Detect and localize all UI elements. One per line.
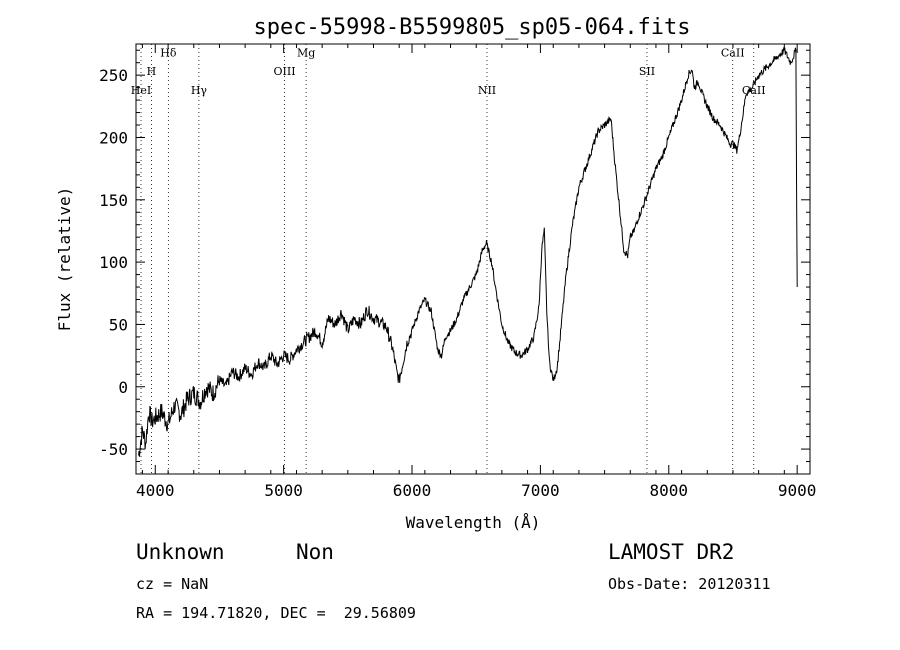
- spectrum-line: [138, 47, 798, 457]
- x-tick-label: 8000: [650, 481, 689, 500]
- y-axis: -50 0 50 100 150 200 250: [99, 49, 810, 463]
- y-axis-label: Flux (relative): [55, 187, 74, 332]
- chart-title: spec-55998-B5599805_sp05-064.fits: [253, 15, 690, 40]
- line-marker-label: Mg: [297, 46, 315, 59]
- y-tick-label: 100: [99, 253, 128, 272]
- ra-dec-coordinates: RA = 194.71820, DEC = 29.56809: [136, 604, 416, 622]
- line-marker-label: Hδ: [160, 46, 177, 59]
- y-tick-label: 50: [109, 315, 128, 334]
- redshift-cz: cz = NaN: [136, 575, 209, 593]
- series-layer: [138, 47, 798, 457]
- x-tick-label: 7000: [521, 481, 560, 500]
- object-class: Unknown: [136, 540, 225, 564]
- line-marker-label: CaII: [721, 46, 745, 59]
- line-marker-label: CaII: [742, 84, 766, 97]
- x-tick-label: 6000: [393, 481, 432, 500]
- x-axis: 4000 5000 6000 7000 8000 9000: [136, 44, 816, 500]
- x-axis-label: Wavelength (Å): [406, 513, 541, 532]
- object-subclass: Non: [296, 540, 334, 564]
- x-tick-label: 5000: [264, 481, 303, 500]
- line-marker-label: NII: [478, 84, 496, 97]
- survey-name: LAMOST DR2: [608, 540, 735, 564]
- line-marker-label: OIII: [274, 65, 296, 78]
- x-tick-label: 9000: [778, 481, 817, 500]
- y-tick-label: 200: [99, 128, 128, 147]
- y-tick-label: 150: [99, 191, 128, 210]
- line-marker-label: HeI: [131, 84, 151, 97]
- y-tick-label: 250: [99, 66, 128, 85]
- observation-date: Obs-Date: 20120311: [608, 575, 771, 593]
- y-tick-label: -50: [99, 440, 128, 459]
- x-tick-label: 4000: [136, 481, 175, 500]
- plot-frame: [135, 43, 811, 475]
- y-tick-label: 0: [118, 378, 128, 397]
- line-marker-label: H: [147, 65, 157, 78]
- line-marker-label: Hγ: [191, 84, 208, 97]
- line-marker-label: SII: [639, 65, 655, 78]
